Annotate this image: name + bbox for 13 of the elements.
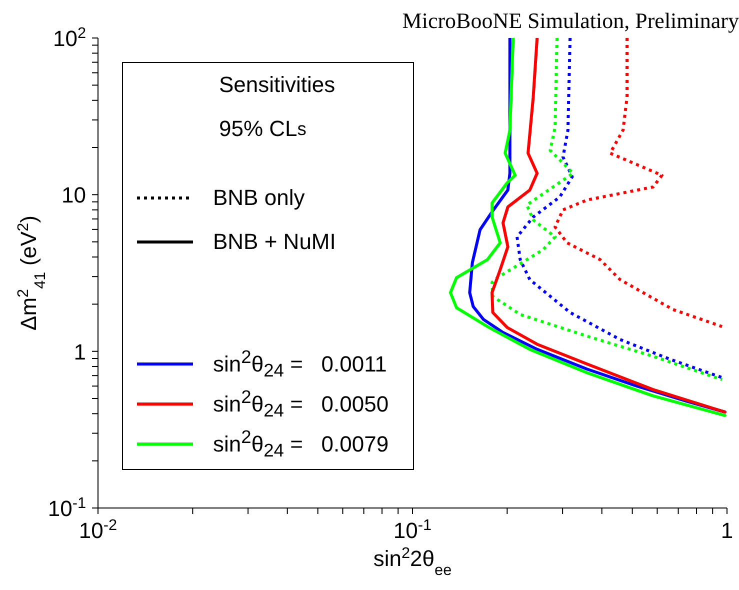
x-tick-label: 1 (720, 518, 734, 543)
x-axis-title: sin$^{2}$2θ$_{ee}$ (373, 544, 452, 578)
annotation: BNB + NuMI (213, 229, 336, 255)
y-tick-label: 10 (62, 182, 86, 208)
legend-label: sin$^{2}$θ$_{24}$ = 0.0011 (213, 346, 387, 382)
y-tick-label: 10$^{2}$ (52, 24, 86, 51)
legend-title: Sensitivities (218, 71, 336, 99)
x-tick-label: 10$^{-1}$ (393, 516, 432, 543)
y-tick-label: 1 (74, 339, 86, 364)
chart-title: MicroBooNE Simulation, Preliminary (402, 8, 739, 34)
legend-label: sin$^{2}$θ$_{24}$ = 0.0079 (213, 426, 389, 462)
legend-label: sin$^{2}$θ$_{24}$ = 0.0050 (213, 386, 389, 422)
annotation: BNB only (213, 185, 305, 211)
